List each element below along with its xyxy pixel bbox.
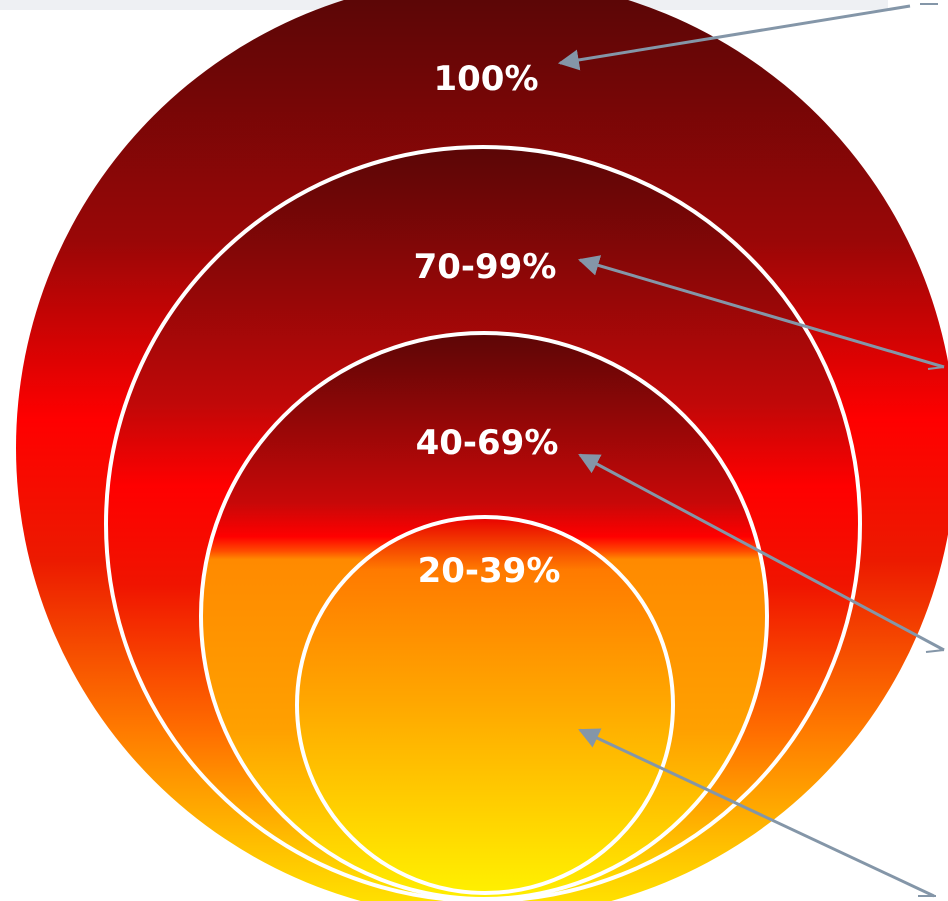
ring-label-inner: 20-39% xyxy=(418,551,561,591)
arrow-tail-70-99 xyxy=(927,366,945,370)
arrow-tail-40-69 xyxy=(925,649,945,653)
ring-label-third: 40-69% xyxy=(416,423,559,463)
arrow-40-69 xyxy=(578,453,945,652)
arrow-20-39 xyxy=(578,728,935,898)
arrow-100 xyxy=(557,4,911,71)
ring-inner xyxy=(295,515,675,895)
arrow-70-99 xyxy=(577,255,945,369)
ring-label-outer: 100% xyxy=(433,59,538,99)
ring-label-second: 70-99% xyxy=(414,247,557,287)
